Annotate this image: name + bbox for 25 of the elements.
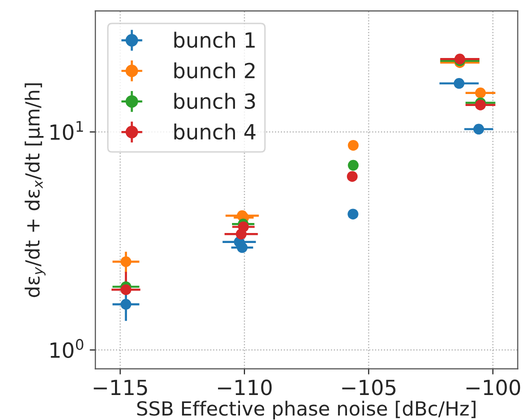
point: [475, 100, 486, 110]
point: [454, 78, 464, 89]
legend-label: bunch 1: [174, 32, 255, 48]
point: [120, 284, 132, 296]
point: [120, 298, 132, 310]
point: [346, 171, 358, 182]
x-tick-label: −105: [342, 380, 396, 396]
point: [120, 256, 132, 268]
point: [473, 124, 484, 135]
y-axis-title: dε$_{y}$/dt + dε$_{x}$/dt [μm/h]: [24, 83, 46, 298]
point: [348, 208, 358, 220]
point: [236, 242, 248, 253]
x-tick-label: −115: [94, 380, 147, 396]
point: [238, 221, 249, 232]
x-tick-label: −110: [218, 380, 272, 396]
point: [475, 88, 486, 98]
legend-label: bunch 3: [174, 92, 255, 110]
legend-label: bunch 2: [174, 62, 255, 78]
y-tick-label: 10$^{0}$: [50, 338, 84, 358]
legend-label: bunch 4: [174, 123, 256, 140]
x-tick-label: −100: [466, 380, 520, 396]
point: [348, 140, 359, 151]
x-axis-title: SSB Effective phase noise [dBc/Hz]: [137, 400, 476, 420]
point: [348, 160, 359, 171]
y-tick-label: 10$^{1}$: [50, 121, 83, 140]
